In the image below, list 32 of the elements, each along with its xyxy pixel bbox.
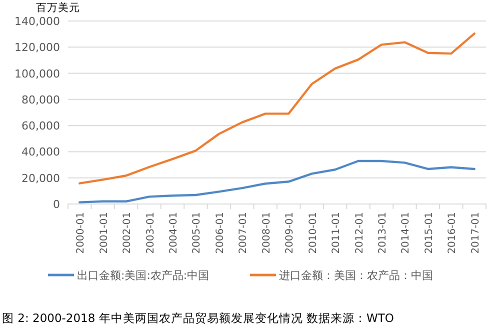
y-tick-label: 60,000 xyxy=(22,120,60,133)
y-tick-label: 0 xyxy=(53,198,60,211)
x-tick-label: 2001-01 xyxy=(98,212,110,254)
x-tick-label: 2007-01 xyxy=(238,212,250,254)
x-tick-label: 2014-01 xyxy=(400,212,412,254)
caption: 图 2: 2000-2018 年中美两国农产品贸易额发展变化情况 数据来源：WTO xyxy=(2,311,394,325)
y-tick-label: 120,000 xyxy=(14,41,60,54)
legend-label: 出口金额:美国:农产品:中国 xyxy=(77,269,210,282)
x-tick-label: 2013-01 xyxy=(378,212,388,254)
x-tick-label: 2015-01 xyxy=(424,212,435,254)
y-tick-label: 40,000 xyxy=(22,146,60,159)
x-tick-label: 2002-01 xyxy=(122,212,134,254)
x-tick-label: 2011-01 xyxy=(331,212,342,254)
x-tick-label: 2017-01 xyxy=(470,212,482,254)
x-tick-label: 2005-01 xyxy=(192,212,203,254)
x-tick-label: 2003-01 xyxy=(145,212,156,254)
y-tick-label: 20,000 xyxy=(22,172,60,185)
y-axis-title: 百万美元 xyxy=(36,1,80,14)
x-tick-label: 2010-01 xyxy=(308,212,319,254)
x-tick-label: 2006-01 xyxy=(214,212,226,254)
legend-label: 进口金额：美国：农产品：中国 xyxy=(279,269,433,282)
x-tick-label: 2000-01 xyxy=(76,212,87,254)
x-tick-label: 2008-01 xyxy=(261,212,272,254)
y-tick-label: 140,000 xyxy=(14,15,60,28)
x-tick-label: 2009-01 xyxy=(284,212,296,254)
y-tick-label: 80,000 xyxy=(22,93,60,106)
x-tick-label: 2016-01 xyxy=(447,212,458,254)
line-series xyxy=(78,32,476,184)
y-tick-label: 100,000 xyxy=(14,67,60,80)
x-tick-label: 2004-01 xyxy=(168,212,180,254)
x-tick-label: 2012-01 xyxy=(354,212,366,254)
line-series xyxy=(78,160,476,204)
